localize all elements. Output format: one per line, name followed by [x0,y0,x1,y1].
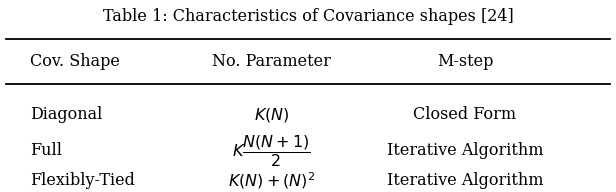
Text: Diagonal: Diagonal [30,106,103,123]
Text: Cov. Shape: Cov. Shape [30,53,120,70]
Text: No. Parameter: No. Parameter [213,53,331,70]
Text: Iterative Algorithm: Iterative Algorithm [387,172,543,189]
Text: Full: Full [30,142,62,159]
Text: $K\dfrac{N(N+1)}{2}$: $K\dfrac{N(N+1)}{2}$ [232,132,311,169]
Text: M-step: M-step [437,53,493,70]
Text: Flexibly-Tied: Flexibly-Tied [30,172,135,189]
Text: Closed Form: Closed Form [413,106,517,123]
Text: Table 1: Characteristics of Covariance shapes [24]: Table 1: Characteristics of Covariance s… [103,7,513,25]
Text: Iterative Algorithm: Iterative Algorithm [387,142,543,159]
Text: $K(N)$: $K(N)$ [254,106,290,124]
Text: $K(N)+(N)^2$: $K(N)+(N)^2$ [228,170,315,191]
